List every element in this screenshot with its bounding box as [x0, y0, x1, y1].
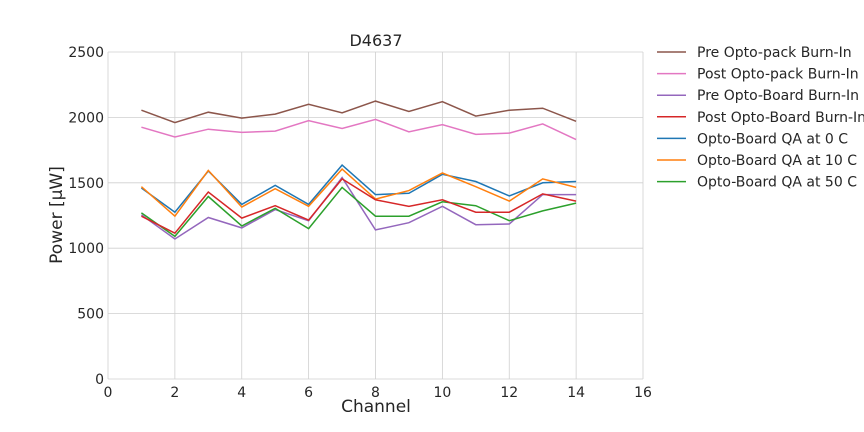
x-tick-label: 8 — [371, 385, 380, 401]
x-tick-label: 4 — [237, 385, 246, 401]
y-tick-label: 1500 — [68, 176, 104, 192]
series-line-5 — [140, 168, 577, 218]
x-tick-label: 14 — [567, 385, 585, 401]
x-tick-label: 16 — [634, 385, 652, 401]
y-tick-label: 1000 — [68, 241, 104, 257]
x-tick-label: 10 — [433, 385, 451, 401]
x-tick-label: 12 — [500, 385, 518, 401]
legend: Pre Opto-pack Burn-In Post Opto-pack Burn… — [657, 45, 864, 191]
x-tick-label: 0 — [104, 385, 113, 401]
legend-label: Opto-Board QA at 50 C — [697, 175, 857, 191]
legend-label: Opto-Board QA at 0 C — [697, 131, 848, 147]
x-tick-label: 6 — [304, 385, 313, 401]
y-tick-label: 500 — [77, 307, 104, 323]
series-line-6 — [140, 186, 577, 238]
series-lines — [140, 100, 577, 240]
chart-title: D4637 — [349, 31, 402, 50]
y-tick-label: 2500 — [68, 45, 104, 61]
x-tick-label: 2 — [170, 385, 179, 401]
y-tick-label: 0 — [95, 372, 104, 388]
tick-labels: 0 2 4 6 8 10 12 14 16 0 500 1000 1500 2000 2500 — [68, 45, 652, 401]
x-axis-title: Channel — [341, 397, 411, 417]
y-axis-title: Power [μW] — [47, 166, 67, 264]
series-line-7 — [141, 177, 577, 235]
legend-label: Post Opto-pack Burn-In — [697, 67, 859, 83]
legend-label: Pre Opto-Board Burn-In — [697, 88, 859, 104]
legend-label: Opto-Board QA at 10 C — [697, 153, 857, 169]
series-line-2 — [141, 118, 577, 141]
series-line-1 — [141, 100, 577, 124]
legend-label: Pre Opto-pack Burn-In — [697, 45, 852, 61]
legend-label: Post Opto-Board Burn-In — [697, 110, 864, 126]
series-line-3 — [140, 176, 577, 240]
y-tick-label: 2000 — [68, 110, 104, 126]
